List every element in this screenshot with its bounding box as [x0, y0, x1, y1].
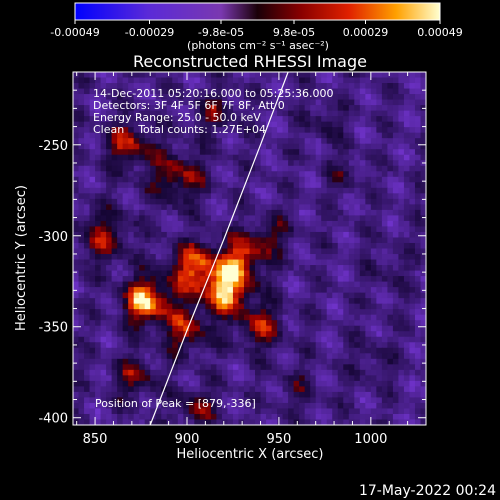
x-axis: 850 900 950 1000 [76, 72, 427, 447]
colorbar-tick-label: 9.8e-05 [273, 26, 315, 39]
y-axis: -250 -300 -350 -400 [38, 71, 426, 427]
colorbar-tick-label: 0.00049 [417, 26, 463, 39]
info-block: 14-Dec-2011 05:20:16.000 to 05:25:36.000… [93, 87, 334, 136]
info-detectors: Detectors: 3F 4F 5F 6F 7F 8F, Att 0 [93, 99, 285, 112]
info-time-range: 14-Dec-2011 05:20:16.000 to 05:25:36.000 [93, 87, 334, 100]
x-tick-label: 900 [175, 432, 200, 447]
colorbar-ticks: -0.00049 -0.00029 -9.8e-05 9.8e-05 0.00029 0.… [50, 20, 463, 39]
colorbar-tick-label: 0.00029 [343, 26, 389, 39]
colorbar-tick-label: -0.00049 [50, 26, 99, 39]
x-tick-label: 1000 [354, 432, 387, 447]
solar-limb-line [149, 72, 289, 425]
colorbar-unit-label: (photons cm⁻² s⁻¹ asec⁻²) [187, 39, 329, 52]
y-tick-label: -250 [38, 139, 68, 154]
peak-position-label: Position of Peak = [879,-336] [95, 397, 256, 410]
heatmap-image [73, 72, 426, 425]
colorbar: -0.00049 -0.00029 -9.8e-05 9.8e-05 0.00029 0.… [50, 2, 463, 52]
info-clean-counts: Clean Total counts: 1.27E+04 [93, 123, 266, 136]
x-axis-label: Heliocentric X (arcsec) [177, 447, 324, 462]
x-tick-label: 850 [83, 432, 108, 447]
x-tick-label: 950 [267, 432, 292, 447]
chart-title: Reconstructed RHESSI Image [133, 52, 367, 71]
colorbar-tick-label: -0.00029 [125, 26, 174, 39]
y-tick-label: -350 [38, 321, 68, 336]
y-tick-label: -300 [38, 230, 68, 245]
y-axis-label: Heliocentric Y (arcsec) [14, 185, 29, 331]
y-tick-label: -400 [38, 412, 68, 427]
colorbar-tick-label: -9.8e-05 [198, 26, 244, 39]
colorbar-gradient [74, 2, 441, 21]
plot-frame [72, 71, 427, 426]
footer-timestamp: 17-May-2022 00:24 [359, 483, 496, 499]
info-energy-range: Energy Range: 25.0 - 50.0 keV [93, 111, 261, 124]
